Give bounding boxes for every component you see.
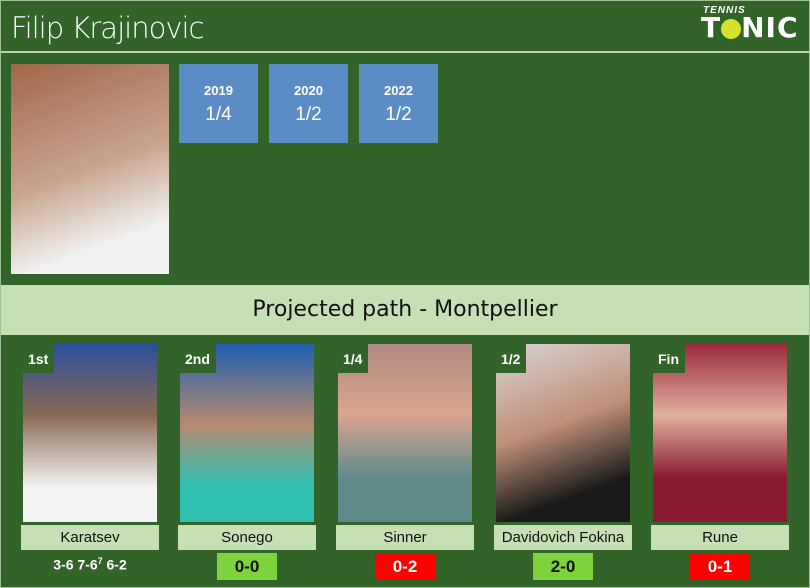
section-banner: Projected path - Montpellier (1, 285, 809, 335)
opponent-photo (338, 344, 472, 522)
opponent-photo (653, 344, 787, 522)
h2h-badge: 0-2 (375, 553, 435, 580)
year-box: 2020 1/2 (269, 64, 348, 143)
opponent-photo (23, 344, 157, 522)
opponent-name: Rune (651, 525, 789, 550)
round-label: 1st (23, 344, 55, 373)
h2h-badge: 2-0 (533, 553, 593, 580)
round-label: 1/4 (338, 344, 369, 373)
opponent-photo (496, 344, 630, 522)
h2h-badge: 0-0 (217, 553, 277, 580)
h2h-badge: 0-1 (690, 553, 750, 580)
divider (1, 51, 809, 53)
opponent-name: Sonego (178, 525, 316, 550)
opponent-name: Sinner (336, 525, 474, 550)
tennis-ball-icon (721, 19, 742, 39)
tennis-tonic-logo: TENNIS T NIC (701, 5, 799, 44)
year-box: 2019 1/4 (179, 64, 258, 143)
opponent-photo (180, 344, 314, 522)
opponent-name: Karatsev (21, 525, 159, 550)
round-label: 2nd (180, 344, 216, 373)
match-score: 3-6 7-67 6-2 (53, 556, 127, 573)
player-photo (11, 64, 169, 274)
player-name: Filip Krajinovic (11, 11, 204, 45)
opponent-name: Davidovich Fokina (494, 525, 632, 550)
year-box: 2022 1/2 (359, 64, 438, 143)
round-label: 1/2 (496, 344, 527, 373)
round-label: Fin (653, 344, 685, 373)
